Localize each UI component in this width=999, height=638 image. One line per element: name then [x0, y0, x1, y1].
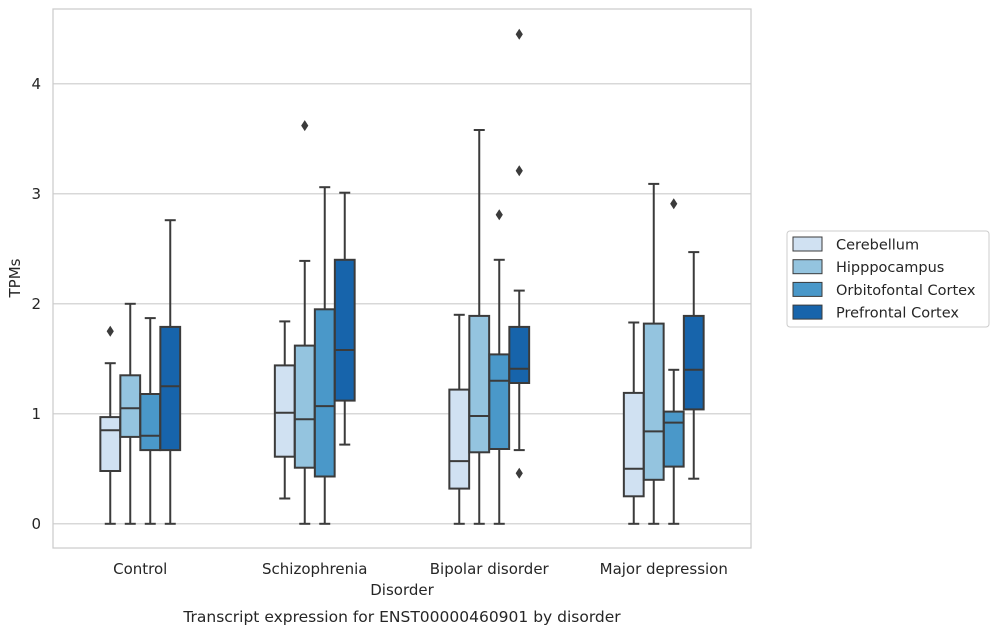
- box: [159, 325, 182, 452]
- x-axis-label: Disorder: [370, 581, 434, 599]
- box-group: [622, 321, 645, 525]
- box-group: [313, 186, 336, 525]
- box: [662, 410, 685, 468]
- y-tick-label: 4: [31, 75, 41, 93]
- box-plots: [99, 28, 705, 525]
- outlier-point: [515, 467, 523, 479]
- x-tick-labels: Control Schizophrenia Bipolar disorder Majo…: [113, 560, 728, 578]
- y-tick-label: 1: [31, 405, 41, 423]
- x-tick-label: Schizophrenia: [262, 560, 367, 578]
- box: [99, 416, 122, 473]
- box: [448, 388, 471, 490]
- box-group: [642, 182, 665, 525]
- box: [139, 393, 162, 452]
- box-group: [99, 325, 122, 525]
- legend-swatch: [792, 259, 823, 275]
- box-group: [273, 320, 296, 500]
- box: [622, 391, 645, 498]
- box-group: [139, 317, 162, 525]
- legend-items: Cerebellum Hipppocampus Orbitofontal Corte…: [792, 236, 976, 322]
- box-group: [119, 302, 142, 525]
- box: [293, 344, 316, 469]
- legend-label: Cerebellum: [836, 238, 919, 254]
- box-group: [488, 209, 511, 525]
- x-tick-label: Control: [113, 560, 167, 578]
- legend-swatch: [792, 281, 823, 297]
- x-tick-label: Bipolar disorder: [430, 560, 550, 578]
- box-group: [682, 251, 705, 480]
- outlier-point: [515, 28, 523, 40]
- box-group: [448, 313, 471, 525]
- outlier-point: [495, 209, 503, 221]
- box: [273, 364, 296, 458]
- box: [642, 322, 665, 481]
- outlier-point: [301, 120, 309, 132]
- y-tick-label: 3: [31, 185, 41, 203]
- box: [488, 353, 511, 450]
- legend-label: Hipppocampus: [836, 260, 944, 276]
- outlier-point: [670, 198, 678, 210]
- legend-label: Orbitofontal Cortex: [836, 283, 976, 299]
- legend-swatch: [792, 236, 823, 252]
- box: [508, 325, 531, 384]
- y-tick-label: 2: [31, 295, 41, 313]
- box: [119, 374, 142, 438]
- box-group: [662, 198, 685, 525]
- outlier-point: [106, 325, 114, 337]
- box: [333, 258, 356, 402]
- y-tick-label: 0: [31, 515, 41, 533]
- box: [468, 314, 491, 454]
- box-group: [293, 120, 316, 525]
- box-group: [468, 129, 491, 525]
- box: [313, 308, 336, 478]
- box-group: [333, 191, 356, 446]
- box-group: [159, 219, 182, 525]
- y-tick-labels: 0 1 2 3 4: [31, 75, 41, 533]
- legend: Cerebellum Hipppocampus Orbitofontal Corte…: [786, 230, 990, 328]
- legend-frame: [786, 230, 990, 328]
- legend-swatch: [792, 304, 823, 320]
- legend-label: Prefrontal Cortex: [836, 306, 959, 322]
- x-tick-label: Major depression: [600, 560, 728, 578]
- box: [682, 314, 705, 411]
- box-group: [508, 28, 531, 479]
- chart-caption: Transcript expression for ENST0000046090…: [182, 608, 621, 626]
- outlier-point: [515, 165, 523, 177]
- plot-frame: [52, 8, 752, 549]
- y-axis-label: TPMs: [6, 258, 24, 298]
